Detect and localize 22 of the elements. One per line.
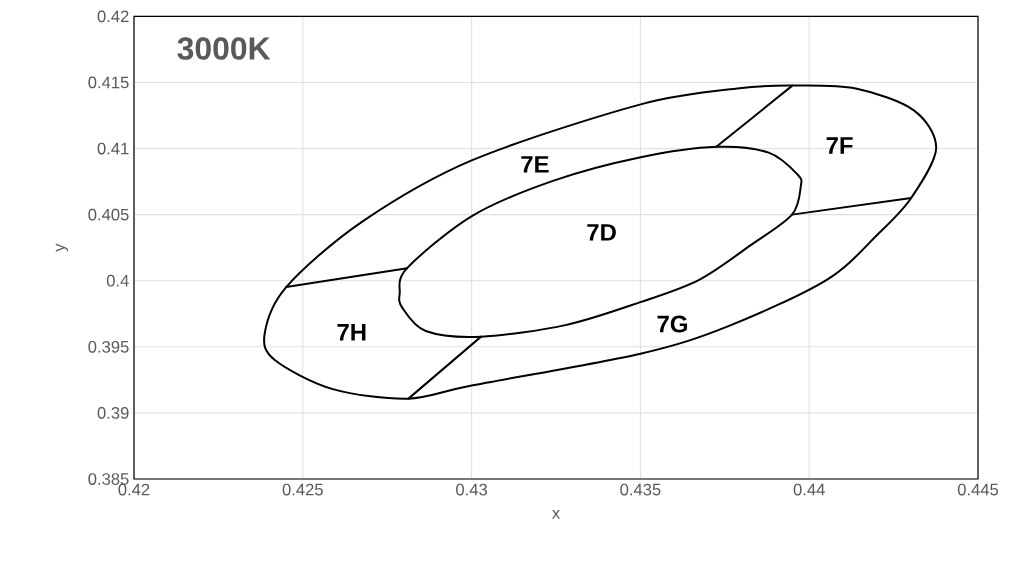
x-axis-title: x bbox=[552, 509, 560, 519]
y-tick-label: 0.39 bbox=[97, 407, 129, 419]
y-tick-label: 0.395 bbox=[88, 340, 129, 353]
x-tick-label: 0.435 bbox=[620, 483, 661, 496]
annotation: 7F bbox=[826, 137, 853, 154]
y-tick-label: 0.4 bbox=[106, 274, 129, 287]
y-tick-label: 0.415 bbox=[88, 76, 129, 89]
x-tick-label: 0.42 bbox=[118, 483, 150, 496]
annotation: 7G bbox=[657, 315, 687, 333]
x-tick-label: 0.425 bbox=[282, 483, 323, 496]
y-tick-label: 0.41 bbox=[97, 142, 129, 155]
y-axis-title: y bbox=[55, 243, 68, 252]
annotation: 7D bbox=[587, 224, 616, 241]
y-tick-label: 0.405 bbox=[88, 208, 129, 221]
x-tick-label: 0.43 bbox=[456, 483, 488, 496]
y-tick-label: 0.385 bbox=[88, 473, 129, 485]
x-tick-label: 0.44 bbox=[793, 483, 825, 496]
annotation: 7E bbox=[521, 156, 549, 173]
y-tick-label: 0.42 bbox=[97, 10, 129, 23]
text: 3000K bbox=[177, 37, 271, 60]
x-tick-label: 0.445 bbox=[957, 483, 999, 496]
annotation: 7H bbox=[337, 324, 366, 341]
